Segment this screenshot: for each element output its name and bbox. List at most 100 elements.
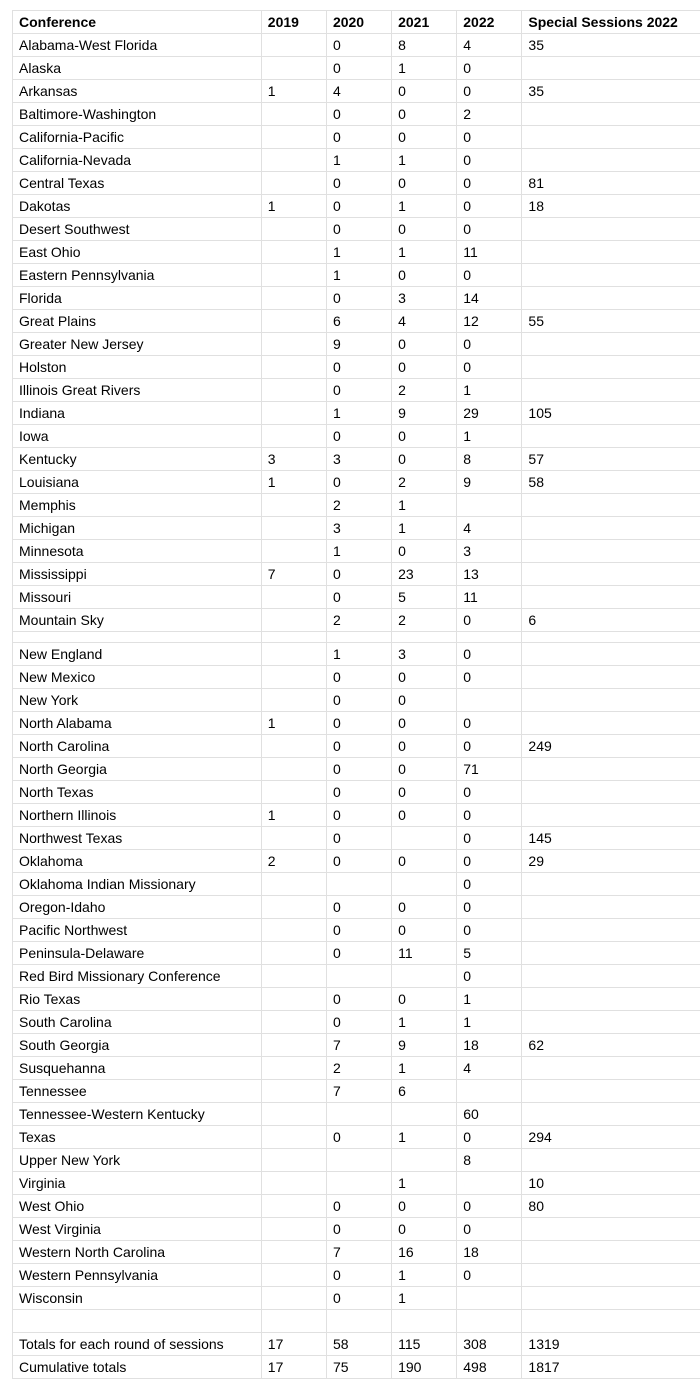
table-cell: 0 <box>457 1195 522 1218</box>
table-cell <box>261 264 326 287</box>
table-cell: 2 <box>392 609 457 632</box>
table-gap-row <box>13 632 700 643</box>
table-cell: 16 <box>392 1241 457 1264</box>
table-cell: 1 <box>326 149 391 172</box>
table-cell: 145 <box>522 827 700 850</box>
table-cell <box>457 1172 522 1195</box>
table-cell: 0 <box>457 172 522 195</box>
table-cell: 13 <box>457 563 522 586</box>
table-row: Iowa001 <box>13 425 700 448</box>
table-cell: Northern Illinois <box>13 804 262 827</box>
table-row: New Mexico000 <box>13 666 700 689</box>
table-cell <box>261 689 326 712</box>
table-cell <box>522 356 700 379</box>
table-cell: California-Pacific <box>13 126 262 149</box>
table-cell: Florida <box>13 287 262 310</box>
table-cell: 75 <box>326 1356 391 1379</box>
table-cell: 0 <box>457 781 522 804</box>
table-cell <box>522 103 700 126</box>
table-cell: 1 <box>457 425 522 448</box>
table-cell: 0 <box>392 218 457 241</box>
table-cell: 0 <box>326 666 391 689</box>
table-cell <box>522 1011 700 1034</box>
table-cell <box>261 57 326 80</box>
table-cell: Pacific Northwest <box>13 919 262 942</box>
table-cell: 1 <box>261 195 326 218</box>
table-cell: Cumulative totals <box>13 1356 262 1379</box>
table-cell: South Carolina <box>13 1011 262 1034</box>
table-cell: 1 <box>392 1172 457 1195</box>
table-cell <box>522 666 700 689</box>
table-cell: 0 <box>457 126 522 149</box>
table-cell: 0 <box>326 689 391 712</box>
table-cell: 11 <box>392 942 457 965</box>
table-cell: 7 <box>326 1080 391 1103</box>
table-row: New York00 <box>13 689 700 712</box>
table-row: Red Bird Missionary Conference0 <box>13 965 700 988</box>
table-row: Rio Texas001 <box>13 988 700 1011</box>
table-cell: 3 <box>457 540 522 563</box>
table-row: North Carolina000249 <box>13 735 700 758</box>
table-cell: 0 <box>326 103 391 126</box>
table-row: Northwest Texas00145 <box>13 827 700 850</box>
table-cell: 3 <box>326 448 391 471</box>
table-cell <box>522 1080 700 1103</box>
table-cell: Missouri <box>13 586 262 609</box>
table-cell: 1319 <box>522 1333 700 1356</box>
table-cell: 62 <box>522 1034 700 1057</box>
table-cell: 0 <box>392 850 457 873</box>
table-cell: 0 <box>326 586 391 609</box>
table-cell <box>261 873 326 896</box>
table-cell: Peninsula-Delaware <box>13 942 262 965</box>
table-cell: 0 <box>457 609 522 632</box>
table-row: Western Pennsylvania010 <box>13 1264 700 1287</box>
table-cell <box>261 919 326 942</box>
table-cell: 0 <box>392 1218 457 1241</box>
table-row: Susquehanna214 <box>13 1057 700 1080</box>
table-cell <box>522 1241 700 1264</box>
table-cell: 0 <box>326 195 391 218</box>
table-cell <box>522 1218 700 1241</box>
table-cell: California-Nevada <box>13 149 262 172</box>
table-cell: Louisiana <box>13 471 262 494</box>
table-cell: Western North Carolina <box>13 1241 262 1264</box>
table-row: Oklahoma Indian Missionary0 <box>13 873 700 896</box>
table-cell: 5 <box>392 586 457 609</box>
conference-table: Conference 2019 2020 2021 2022 Special S… <box>12 10 700 1379</box>
table-cell: 2 <box>392 379 457 402</box>
table-cell: Illinois Great Rivers <box>13 379 262 402</box>
table-cell <box>522 643 700 666</box>
table-cell: 190 <box>392 1356 457 1379</box>
table-row: Eastern Pennsylvania100 <box>13 264 700 287</box>
table-cell: 0 <box>326 1287 391 1310</box>
table-cell <box>522 264 700 287</box>
table-cell <box>522 494 700 517</box>
table-row: Wisconsin01 <box>13 1287 700 1310</box>
table-cell: Central Texas <box>13 172 262 195</box>
table-cell <box>522 333 700 356</box>
table-cell <box>522 873 700 896</box>
table-cell <box>261 540 326 563</box>
table-cell: 4 <box>457 1057 522 1080</box>
table-cell: 1 <box>326 264 391 287</box>
table-cell: 0 <box>326 1218 391 1241</box>
table-row: Indiana1929105 <box>13 402 700 425</box>
table-cell <box>261 1264 326 1287</box>
table-cell: 9 <box>326 333 391 356</box>
table-cell: 0 <box>326 1126 391 1149</box>
table-row: Tennessee76 <box>13 1080 700 1103</box>
table-cell: 1 <box>457 1011 522 1034</box>
table-cell <box>522 804 700 827</box>
table-cell: 35 <box>522 80 700 103</box>
table-cell <box>457 1287 522 1310</box>
table-cell: 0 <box>457 1264 522 1287</box>
table-cell <box>457 689 522 712</box>
table-cell: 0 <box>392 333 457 356</box>
table-cell <box>261 1011 326 1034</box>
table-cell: 0 <box>326 57 391 80</box>
table-row: Central Texas00081 <box>13 172 700 195</box>
table-cell: 4 <box>457 517 522 540</box>
table-cell <box>261 1103 326 1126</box>
table-cell: 0 <box>326 896 391 919</box>
table-cell: 2 <box>326 609 391 632</box>
